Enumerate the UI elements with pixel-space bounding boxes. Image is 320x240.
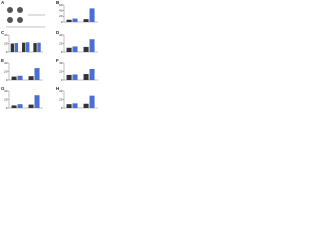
bar (83, 74, 89, 80)
y-tick-label: 20 (4, 41, 8, 45)
panel-label: H (56, 86, 59, 91)
y-tick-label: 60 (59, 3, 63, 7)
panel-label: E (1, 58, 4, 63)
y-tick-label: 20 (59, 97, 63, 101)
bar (66, 19, 72, 22)
bar (17, 104, 23, 108)
bar (89, 39, 95, 52)
bar (17, 75, 23, 80)
schematic: A (1, 0, 45, 28)
bar (89, 95, 95, 108)
bar (89, 68, 95, 80)
y-tick-label: 0 (61, 50, 63, 54)
mouse-icon (7, 7, 13, 13)
bar (89, 8, 95, 22)
panel-label: A (1, 0, 5, 5)
y-tick-label: 40 (59, 33, 63, 37)
bar (34, 68, 40, 80)
bar (83, 19, 89, 22)
y-tick-label: 40 (59, 89, 63, 93)
panel-label: C (1, 30, 5, 35)
bar (22, 42, 26, 52)
y-tick-label: 40 (59, 8, 63, 12)
bar (14, 43, 19, 52)
panel-label: D (56, 30, 60, 35)
bar (66, 74, 72, 80)
bar (83, 103, 89, 108)
y-tick-label: 40 (4, 33, 8, 37)
bar (72, 103, 78, 108)
y-tick-label: 40 (59, 61, 63, 65)
bar (66, 104, 72, 108)
bar (26, 42, 30, 52)
y-tick-label: 20 (4, 69, 8, 73)
y-tick-label: 20 (59, 41, 63, 45)
bar (28, 76, 34, 80)
y-tick-label: 0 (6, 106, 8, 110)
bar (37, 42, 41, 52)
y-tick-label: 0 (61, 106, 63, 110)
y-tick-label: 0 (6, 50, 8, 54)
panel-label: G (1, 86, 5, 91)
y-tick-label: 20 (4, 97, 8, 101)
mouse-icon (17, 7, 23, 13)
y-tick-label: 20 (59, 14, 63, 18)
y-tick-label: 40 (4, 61, 8, 65)
y-tick-label: 0 (6, 78, 8, 82)
panel-label: B (56, 0, 60, 5)
mouse-icon (7, 17, 13, 23)
bar (28, 104, 34, 108)
y-tick-label: 20 (59, 69, 63, 73)
bar (34, 95, 40, 108)
y-tick-label: 40 (4, 89, 8, 93)
bar (72, 74, 78, 80)
bar (72, 18, 78, 22)
bar (11, 76, 17, 80)
mouse-icon (17, 17, 23, 23)
bar (72, 46, 78, 52)
bar (10, 43, 15, 52)
y-tick-label: 0 (61, 78, 63, 82)
bar (83, 46, 89, 52)
y-tick-label: 0 (61, 20, 63, 24)
bar (66, 47, 72, 52)
bar (33, 43, 37, 52)
bar (11, 105, 17, 108)
panel-label: F (56, 58, 59, 63)
